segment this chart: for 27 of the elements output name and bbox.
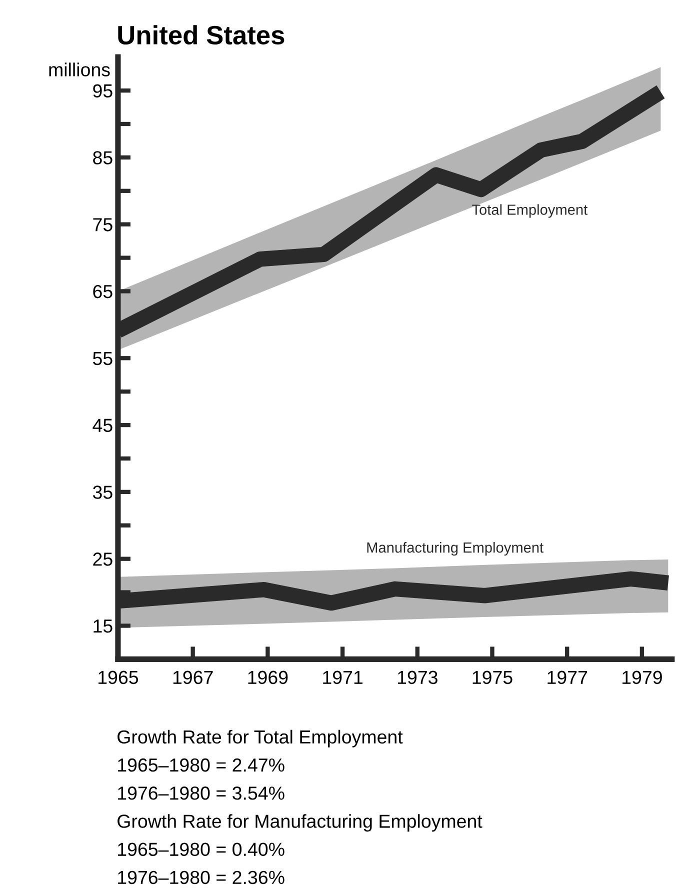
y-tick-label: 85 (93, 151, 112, 164)
chart-title: United States (118, 25, 284, 45)
x-tick-label: 1969 (248, 670, 288, 684)
text: 1965–1980 = 2.47% (118, 758, 284, 772)
series-label: Total Employment (472, 204, 588, 218)
x-tick-label: 1973 (398, 670, 438, 684)
y-tick-label: 25 (93, 552, 112, 566)
text: Manufacturing Employment (367, 542, 544, 556)
y-tick-label: 65 (93, 284, 112, 298)
text: 1976–1980 = 3.54% (118, 786, 284, 800)
y-tick-label: 55 (93, 352, 112, 366)
y-tick-label: 15 (94, 620, 112, 633)
y-tick-label: 45 (92, 418, 112, 432)
text: Growth Rate for Total Employment (118, 730, 403, 748)
y-tick-label: 75 (93, 218, 112, 232)
text: 1976–1980 = 2.36% (118, 870, 284, 884)
text: 1965–1980 = 0.40% (118, 842, 284, 856)
x-tick-label: 1965 (98, 670, 138, 684)
y-tick-label: 95 (93, 84, 112, 98)
text: Growth Rate for Manufacturing Employment (118, 814, 482, 832)
y-axis-title: millions (49, 62, 110, 76)
x-tick-label: 1975 (472, 670, 512, 684)
x-tick-label: 1967 (173, 670, 213, 684)
x-tick-label: 1977 (548, 670, 588, 684)
x-tick-label: 1971 (323, 670, 362, 684)
x-tick-label: 1979 (622, 670, 662, 684)
y-tick-label: 35 (92, 486, 112, 499)
